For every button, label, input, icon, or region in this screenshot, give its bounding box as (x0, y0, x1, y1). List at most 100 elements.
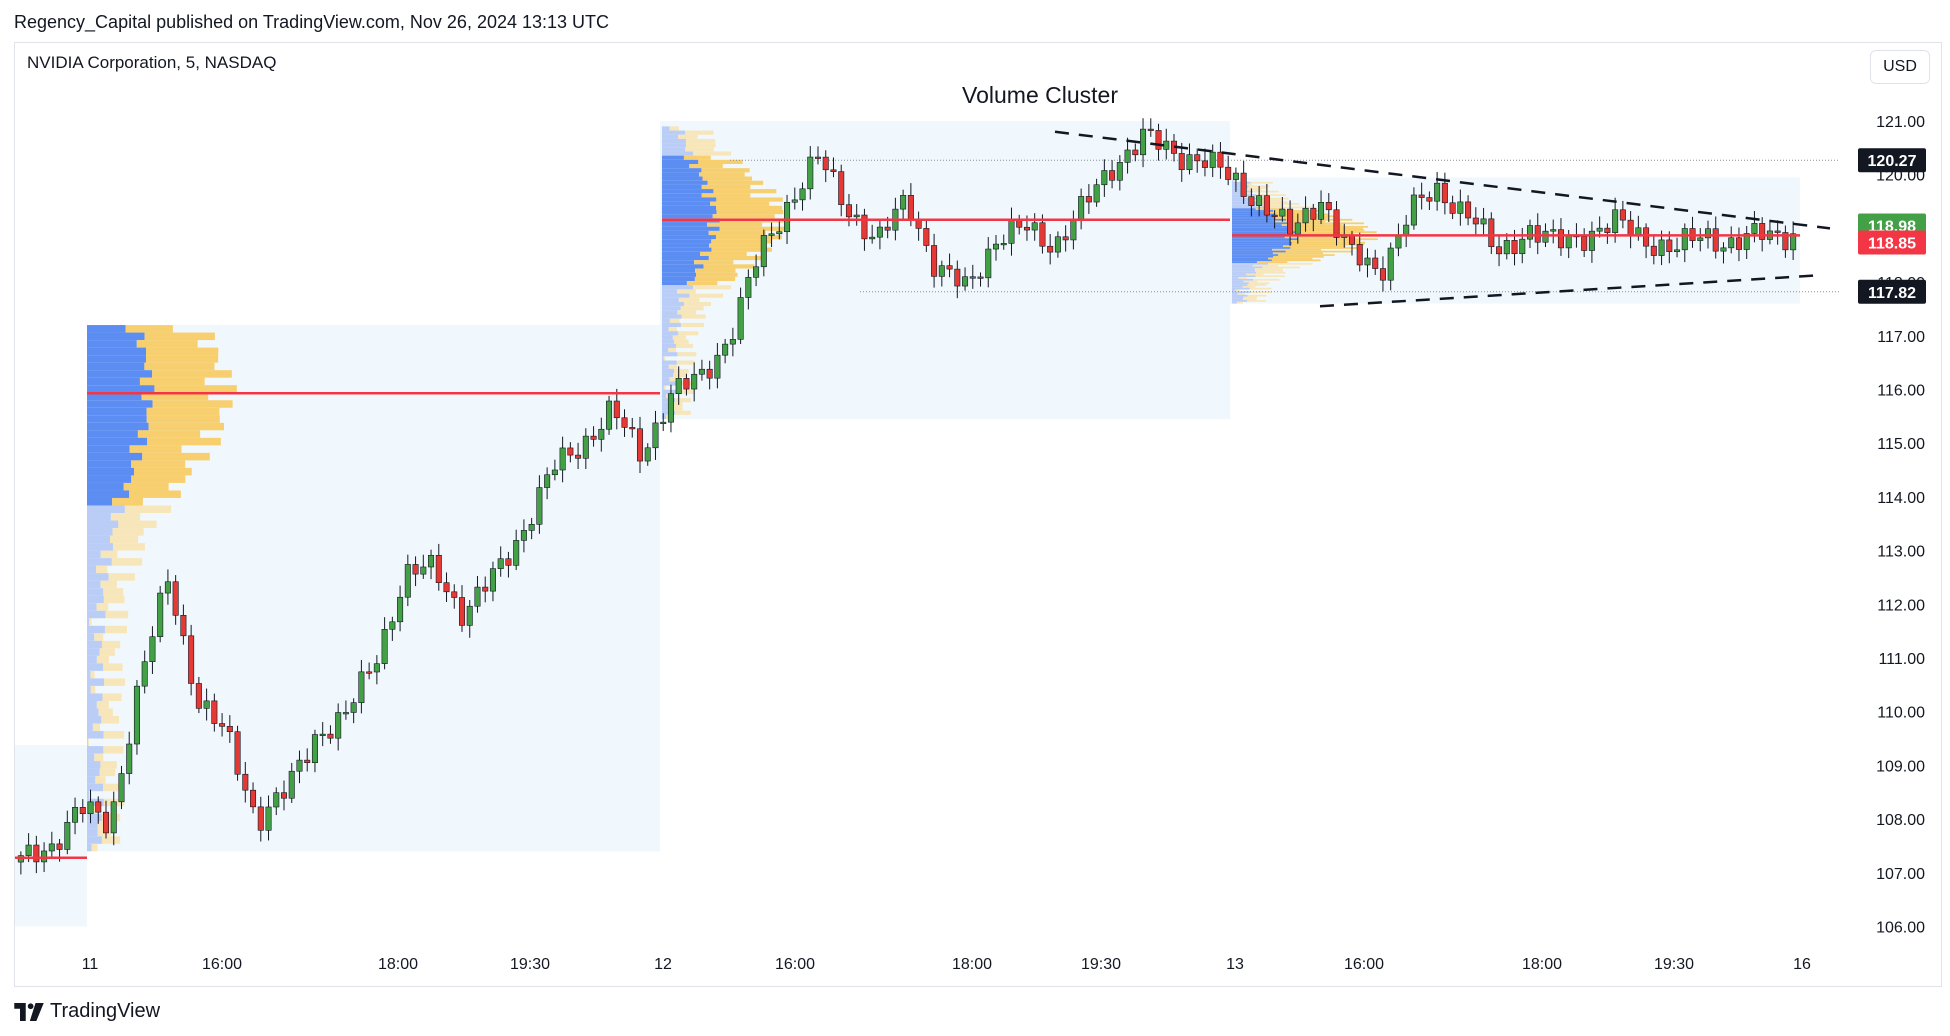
tradingview-footer[interactable]: TradingView (14, 1000, 160, 1023)
volume-profile-buy-bar (1232, 284, 1248, 286)
volume-profile-buy-bar (87, 648, 100, 656)
candle-down (280, 792, 288, 799)
candle-up (985, 248, 992, 279)
volume-profile-sell-bar (1285, 250, 1352, 253)
candle-up (660, 421, 667, 424)
volume-profile-sell-bar (144, 332, 215, 341)
candle-down (1534, 225, 1541, 243)
volume-profile-buy-bar (1232, 294, 1248, 297)
candle-up (644, 447, 651, 462)
volume-profile-buy-bar (87, 746, 104, 754)
volume-profile-sell-bar (96, 603, 109, 611)
candle-down (1109, 170, 1116, 181)
volume-profile-buy-bar (1232, 243, 1292, 246)
candle-up (698, 368, 705, 375)
volume-profile-buy-bar (87, 738, 88, 747)
volume-profile-buy-bar (1232, 229, 1292, 232)
volume-profile-buy-bar (87, 475, 132, 483)
volume-profile-buy-bar (87, 603, 97, 611)
candle-up (729, 339, 736, 345)
volume-profile-sell-bar (663, 356, 666, 361)
volume-profile-buy-bar (87, 813, 102, 822)
volume-profile-buy-bar (662, 189, 714, 194)
candle-down (304, 759, 311, 763)
volume-profile-sell-bar (148, 422, 225, 431)
candle-up (397, 596, 404, 623)
volume-profile-sell-bar (683, 155, 711, 160)
candle-up (528, 524, 535, 531)
volume-profile-buy-bar (1232, 277, 1239, 279)
volume-profile-buy-bar (1232, 180, 1234, 182)
volume-profile-sell-bar (707, 222, 763, 227)
candle-up (1256, 195, 1263, 206)
volume-profile-buy-bar (87, 663, 104, 671)
candle-up (722, 343, 729, 356)
volume-profile-buy-bar (1232, 257, 1269, 260)
volume-profile-sell-bar (711, 247, 772, 252)
x-axis-tick-label: 16 (1793, 956, 1811, 973)
candle-down (327, 733, 334, 739)
candle-up (1704, 228, 1712, 239)
volume-profile-buy-bar (662, 172, 700, 177)
candle-up (1232, 172, 1239, 180)
volume-profile-sell-bar (677, 310, 697, 315)
volume-profile-sell-bar (680, 322, 705, 328)
footer-brand: TradingView (50, 1000, 161, 1022)
volume-profile-sell-bar (1255, 208, 1285, 211)
volume-profile-sell-bar (1247, 187, 1267, 189)
volume-profile-buy-bar (662, 130, 686, 135)
volume-profile-buy-bar (1232, 236, 1285, 239)
volume-profile-buy-bar (87, 535, 111, 544)
volume-profile-sell-bar (131, 475, 186, 483)
volume-profile-buy-bar (662, 318, 670, 323)
candle-up (1000, 243, 1007, 246)
candle-up (799, 188, 806, 201)
candle-down (435, 554, 442, 583)
candle-down (226, 726, 233, 733)
volume-profile-buy-bar (87, 400, 153, 408)
volume-profile-sell-bar (152, 370, 232, 378)
volume-profile-sell-bar (110, 535, 139, 544)
volume-profile-buy-bar (662, 289, 678, 294)
volume-profile-buy-bar (87, 430, 138, 438)
volume-profile-buy-bar (1232, 233, 1287, 235)
candle-up (1751, 223, 1758, 234)
volume-profile-buy-bar (1232, 300, 1248, 302)
volume-profile-buy-bar (87, 407, 147, 416)
volume-profile-sell-bar (99, 648, 115, 656)
candle-up (1658, 239, 1665, 256)
candle-down (482, 586, 489, 592)
candle-up (265, 806, 272, 831)
volume-profile-sell-bar (1238, 277, 1248, 279)
candle-up (1364, 257, 1371, 266)
x-axis-tick-label: 16:00 (775, 956, 815, 973)
candle-up (296, 759, 303, 772)
volume-profile-sell-bar (1275, 217, 1329, 219)
candle-down (1619, 209, 1626, 221)
candle-up (1302, 207, 1309, 224)
x-axis-tick-label: 16:00 (1344, 956, 1384, 973)
candle-up (1434, 182, 1441, 202)
candle-down (1217, 151, 1224, 168)
volume-profile-sell-bar (1247, 294, 1267, 297)
volume-profile-sell-bar (1233, 180, 1236, 182)
candle-up (420, 566, 427, 575)
candle-down (1039, 222, 1046, 247)
volume-profile-buy-bar (662, 205, 717, 210)
currency-button[interactable]: USD (1870, 50, 1930, 84)
volume-profile-sell-bar (1281, 224, 1343, 226)
candle-down (1604, 227, 1611, 233)
volume-profile-buy-bar (87, 783, 104, 792)
candle-down (1712, 228, 1719, 252)
volume-profile-sell-bar (669, 318, 680, 323)
volume-profile-sell-bar (1256, 194, 1287, 196)
volume-profile-buy-bar (662, 339, 674, 344)
volume-profile-buy-bar (1232, 217, 1276, 219)
candle-down (1225, 166, 1232, 180)
volume-profile-buy-bar (87, 325, 126, 333)
volume-profile-buy-bar (87, 377, 140, 386)
symbol-title[interactable]: NVIDIA Corporation, 5, NASDAQ (27, 53, 277, 72)
candle-up (791, 199, 798, 203)
volume-profile-buy-bar (1232, 231, 1298, 234)
